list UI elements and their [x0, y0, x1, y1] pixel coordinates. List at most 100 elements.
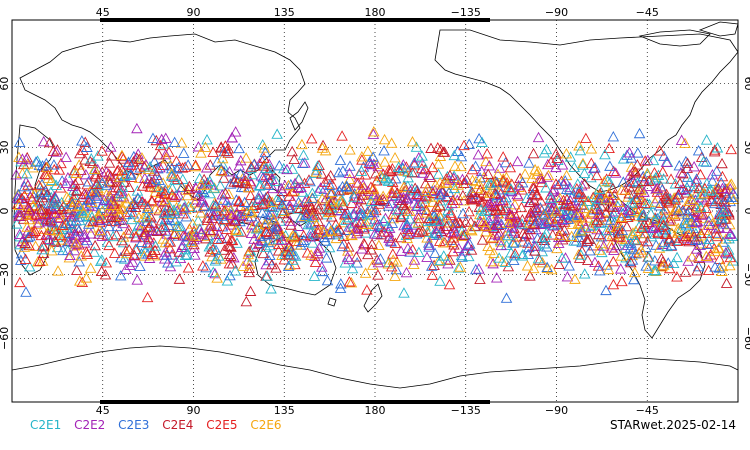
observation-marker	[284, 215, 296, 226]
observation-marker	[372, 269, 384, 280]
observation-marker	[612, 220, 625, 232]
observation-marker	[29, 240, 42, 251]
observation-marker	[484, 197, 496, 208]
observation-marker	[552, 237, 565, 248]
observation-marker	[104, 176, 117, 188]
observation-marker	[354, 216, 367, 228]
observation-marker	[343, 173, 356, 185]
observation-marker	[508, 254, 520, 265]
observation-marker	[410, 200, 423, 211]
observation-marker	[410, 189, 423, 200]
observation-marker	[177, 147, 190, 158]
observation-marker	[256, 207, 269, 218]
lon-tick-bottom: −90	[545, 404, 568, 417]
lat-tick-left: −30	[0, 263, 11, 286]
observation-marker	[324, 169, 337, 181]
observation-marker	[18, 180, 31, 192]
observation-marker	[412, 212, 425, 224]
observation-marker	[57, 244, 69, 256]
observation-marker	[59, 217, 72, 228]
observation-marker	[257, 247, 270, 259]
observation-marker	[627, 227, 639, 238]
observation-marker	[256, 198, 269, 210]
observation-marker	[545, 203, 558, 214]
observation-marker	[607, 207, 620, 219]
legend-item-c2e5: C2E5	[206, 418, 238, 432]
observation-marker	[173, 189, 185, 201]
observation-marker	[71, 264, 83, 276]
observation-marker	[410, 141, 423, 152]
observation-marker	[159, 148, 172, 160]
observation-marker	[341, 224, 353, 235]
observation-marker	[397, 199, 410, 210]
observation-marker	[574, 224, 587, 236]
observation-marker	[216, 189, 229, 200]
observation-marker	[448, 225, 461, 237]
observation-marker	[204, 175, 216, 187]
observation-marker	[712, 183, 725, 194]
observation-marker	[454, 261, 467, 272]
observation-marker	[209, 200, 222, 212]
observation-marker	[228, 176, 241, 187]
observation-marker	[361, 284, 373, 295]
observation-marker	[685, 193, 697, 204]
observation-marker	[368, 213, 381, 225]
observation-marker	[632, 147, 644, 158]
observation-marker	[725, 178, 738, 189]
observation-marker	[78, 228, 91, 240]
observation-marker	[521, 260, 534, 271]
observation-marker	[545, 263, 558, 275]
observation-marker	[591, 223, 603, 235]
observation-marker	[584, 222, 597, 233]
observation-marker	[365, 181, 377, 192]
observation-marker	[53, 164, 66, 175]
observation-marker	[159, 236, 172, 248]
observation-marker	[110, 228, 123, 240]
observation-marker	[50, 179, 62, 190]
observation-marker	[724, 259, 736, 271]
observation-marker	[270, 262, 282, 273]
observation-marker	[13, 199, 25, 210]
observation-marker	[615, 232, 628, 244]
observation-marker	[420, 185, 432, 196]
observation-marker	[527, 180, 540, 192]
observation-marker	[52, 198, 65, 209]
observation-marker	[639, 155, 651, 166]
observation-marker	[550, 178, 562, 189]
observation-marker	[305, 227, 317, 238]
observation-marker	[277, 207, 289, 219]
observation-marker	[691, 265, 703, 276]
observation-marker	[408, 157, 421, 168]
observation-marker	[350, 251, 363, 262]
observation-marker	[550, 161, 562, 173]
observation-marker	[159, 196, 171, 207]
observation-marker	[701, 238, 714, 250]
observation-marker	[362, 185, 374, 196]
observation-marker	[473, 263, 485, 274]
observation-marker	[159, 188, 171, 199]
observation-marker	[415, 203, 428, 215]
observation-marker	[212, 250, 225, 261]
observation-marker	[622, 191, 634, 202]
observation-marker	[62, 203, 74, 215]
observation-marker	[437, 236, 450, 248]
observation-marker	[223, 188, 235, 199]
observation-marker	[48, 235, 61, 246]
observation-marker	[207, 146, 219, 157]
observation-marker	[296, 236, 308, 247]
observation-marker	[90, 192, 103, 204]
observation-marker	[640, 260, 652, 271]
observation-marker	[226, 258, 239, 269]
observation-marker	[621, 220, 633, 232]
observation-marker	[460, 174, 473, 185]
observation-marker	[99, 269, 112, 280]
observation-marker	[306, 211, 319, 223]
observation-marker	[114, 210, 127, 222]
observation-marker	[169, 214, 181, 226]
observation-marker	[545, 192, 557, 203]
observation-marker	[641, 168, 653, 179]
observation-marker	[171, 173, 184, 185]
observation-marker	[117, 153, 130, 164]
observation-marker	[397, 181, 410, 193]
observation-marker	[302, 218, 314, 230]
